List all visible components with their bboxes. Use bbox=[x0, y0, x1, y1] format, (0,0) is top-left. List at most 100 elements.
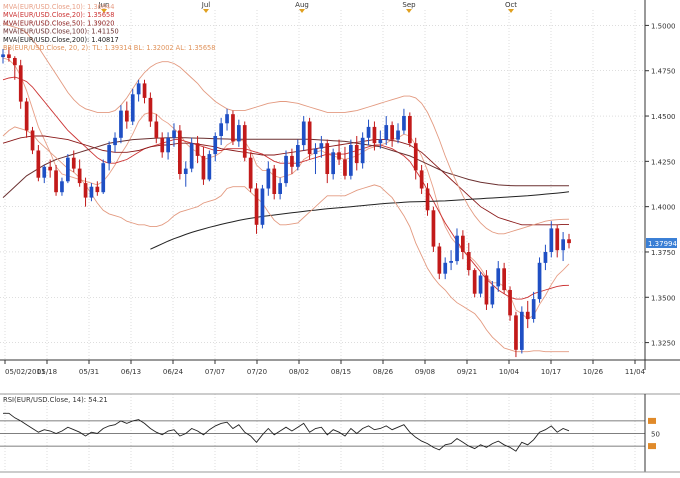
legend-entry: MVA(EUR/USD.Close,50): 1.39020 bbox=[3, 19, 114, 27]
candle-body bbox=[360, 137, 365, 164]
candle-body bbox=[260, 188, 265, 225]
series-mva-eur-usd-close-100 bbox=[2, 137, 569, 198]
candle-body bbox=[125, 110, 129, 122]
candle-body bbox=[42, 166, 47, 178]
y-tick-label: 1.4000 bbox=[651, 204, 676, 212]
legend-entry: MVA(EUR/USD.Close,100): 1.41150 bbox=[3, 28, 119, 36]
candle-body bbox=[189, 143, 194, 169]
last-price-tag bbox=[646, 238, 677, 249]
candle-body bbox=[113, 137, 117, 146]
month-marker bbox=[203, 9, 209, 13]
month-label: Oct bbox=[505, 1, 517, 9]
y-tick-label: 1.4250 bbox=[651, 158, 676, 166]
candle-body bbox=[266, 168, 271, 189]
candle-body bbox=[419, 170, 424, 189]
candle-body bbox=[201, 155, 206, 180]
x-tick-label: 07/07 bbox=[205, 368, 225, 376]
rsi-title: RSI(EUR/USD.Close, 14): 54.21 bbox=[3, 396, 108, 404]
x-tick-label: 10/17 bbox=[541, 368, 561, 376]
candle-body bbox=[272, 168, 277, 194]
candle-body bbox=[107, 145, 111, 164]
series-bb-tl bbox=[2, 23, 570, 235]
candle-body bbox=[484, 275, 489, 305]
candle-body bbox=[13, 58, 17, 66]
rsi-level-marker bbox=[648, 443, 656, 450]
legend-entry: BB(EUR/USD.Close, 20, 2): TL: 1.39314 BL… bbox=[3, 44, 215, 52]
candle-body bbox=[531, 299, 536, 319]
x-tick-label: 08/15 bbox=[331, 368, 351, 376]
candle-body bbox=[490, 286, 495, 305]
x-tick-label: 05/02/2011 bbox=[5, 368, 45, 376]
candle-body bbox=[254, 188, 259, 225]
candle-body bbox=[384, 125, 389, 140]
candle-body bbox=[408, 116, 412, 144]
candle-body bbox=[24, 101, 29, 131]
last-price-label: 1.37994 bbox=[648, 240, 677, 248]
candle-body bbox=[520, 311, 524, 350]
x-tick-label: 10/04 bbox=[499, 368, 520, 376]
x-tick-label: 06/24 bbox=[163, 368, 184, 376]
candle-body bbox=[130, 94, 135, 122]
candle-body bbox=[101, 163, 106, 193]
candle-body bbox=[172, 130, 176, 138]
series-mva-eur-usd-close-200 bbox=[150, 191, 570, 250]
x-tick-label: 09/21 bbox=[457, 368, 477, 376]
candle-body bbox=[71, 157, 76, 169]
y-tick-label: 1.5000 bbox=[651, 22, 676, 30]
candle-body bbox=[472, 270, 477, 294]
month-marker bbox=[406, 9, 412, 13]
candle-body bbox=[307, 121, 312, 155]
candle-body bbox=[278, 183, 282, 194]
candle-body bbox=[136, 83, 141, 95]
candle-body bbox=[390, 125, 394, 140]
candle-body bbox=[60, 181, 64, 193]
candle-body bbox=[325, 143, 330, 174]
candle-body bbox=[231, 114, 235, 142]
candle-body bbox=[89, 186, 94, 198]
legend-entry: MVA(EUR/USD.Close,10): 1.36844 bbox=[3, 3, 114, 11]
x-tick-label: 09/08 bbox=[415, 368, 435, 376]
y-tick-label: 1.3500 bbox=[651, 294, 676, 302]
x-tick-label: 07/20 bbox=[247, 368, 267, 376]
candle-body bbox=[18, 65, 23, 102]
candle-body bbox=[30, 130, 35, 151]
rsi-y-tick-label: 50 bbox=[651, 431, 660, 439]
candle-body bbox=[337, 152, 341, 160]
candle-body bbox=[219, 123, 223, 136]
candle-body bbox=[378, 139, 383, 144]
candle-body bbox=[508, 290, 512, 316]
x-tick-label: 05/31 bbox=[79, 368, 99, 376]
candle-body bbox=[549, 228, 554, 252]
candle-body bbox=[402, 116, 406, 131]
candle-body bbox=[213, 136, 218, 155]
y-tick-label: 1.3250 bbox=[651, 340, 676, 348]
legend-entry: MVA(EUR/USD.Close,20): 1.35658 bbox=[3, 11, 114, 19]
x-tick-label: 08/26 bbox=[373, 368, 394, 376]
candle-body bbox=[366, 126, 371, 138]
x-tick-label: 10/26 bbox=[583, 368, 604, 376]
candle-body bbox=[7, 54, 11, 58]
candle-body bbox=[331, 152, 335, 175]
candle-body bbox=[290, 155, 294, 167]
candle-body bbox=[178, 130, 182, 174]
candle-body bbox=[166, 137, 170, 153]
candle-body bbox=[119, 110, 123, 138]
candle-body bbox=[543, 252, 548, 263]
candle-body bbox=[567, 239, 571, 244]
x-tick-label: 08/02 bbox=[289, 368, 309, 376]
candle-body bbox=[83, 183, 88, 198]
candle-body bbox=[425, 188, 430, 211]
candle-body bbox=[225, 114, 229, 124]
candle-body bbox=[496, 268, 501, 287]
candle-body bbox=[1, 54, 5, 58]
candle-body bbox=[466, 252, 471, 271]
candle-body bbox=[555, 228, 560, 251]
x-tick-label: 11/04 bbox=[625, 368, 646, 376]
candle-body bbox=[437, 246, 442, 274]
candle-body bbox=[284, 155, 288, 184]
candle-body bbox=[237, 125, 241, 142]
x-tick-label: 06/13 bbox=[121, 368, 141, 376]
candle-body bbox=[413, 143, 418, 171]
